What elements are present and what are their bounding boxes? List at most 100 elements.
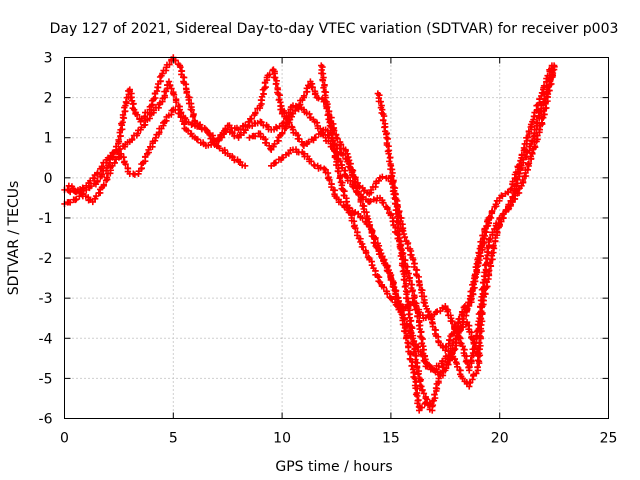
data-point-interp xyxy=(393,196,400,203)
data-point-interp xyxy=(445,361,452,368)
data-point-interp xyxy=(375,177,383,185)
data-point-interp xyxy=(339,151,347,159)
data-point-interp xyxy=(183,89,190,97)
data-point-interp xyxy=(470,340,478,348)
data-point-interp xyxy=(401,283,409,291)
data-point-interp xyxy=(317,125,324,132)
data-point-interp xyxy=(337,141,345,148)
data-point-interp xyxy=(479,297,487,304)
data-point-interp xyxy=(122,107,129,115)
data-point-interp xyxy=(429,323,437,330)
data-point-interp xyxy=(410,256,417,263)
y-tick-label: -3 xyxy=(39,291,53,307)
data-point-interp xyxy=(257,96,265,104)
data-point-interp xyxy=(131,171,139,178)
data-point-interp xyxy=(324,112,331,119)
data-point-interp xyxy=(120,153,127,161)
data-point xyxy=(463,319,471,326)
data-point-interp xyxy=(348,169,356,177)
data-point-interp xyxy=(272,159,280,166)
data-point-interp xyxy=(282,123,289,130)
data-point-interp xyxy=(195,123,202,130)
data-point-interp xyxy=(359,214,366,222)
data-point-interp xyxy=(505,201,512,208)
data-point-interp xyxy=(272,80,280,88)
data-point-interp xyxy=(115,136,122,144)
y-tick-label: 1 xyxy=(44,131,53,147)
data-point-interp xyxy=(422,356,429,363)
data-point-interp xyxy=(133,111,141,118)
data-point-interp xyxy=(392,207,400,214)
data-point-interp xyxy=(109,149,117,157)
data-point-interp xyxy=(168,85,175,92)
data-point-interp xyxy=(474,357,482,364)
data-point-interp xyxy=(411,294,418,301)
data-point-interp xyxy=(194,136,202,143)
x-tick-label: 20 xyxy=(491,431,509,447)
data-point-interp xyxy=(509,178,516,185)
data-point-interp xyxy=(258,118,265,126)
data-point-interp xyxy=(172,98,180,106)
data-point-interp xyxy=(410,295,417,302)
data-point-interp xyxy=(515,170,523,177)
data-point-interp xyxy=(279,129,286,136)
data-point-interp xyxy=(456,328,463,335)
data-point-interp xyxy=(475,249,482,256)
data-point-interp xyxy=(397,252,405,260)
data-point xyxy=(550,66,558,73)
data-point-interp xyxy=(384,290,391,297)
data-point-interp xyxy=(489,207,496,215)
data-point-interp xyxy=(151,137,159,144)
series-track-1 xyxy=(61,54,286,208)
data-point-interp xyxy=(355,191,363,199)
data-point-interp xyxy=(336,175,343,182)
data-point-interp xyxy=(415,308,423,316)
data-point-interp xyxy=(452,323,459,331)
data-point-interp xyxy=(311,91,319,98)
data-point-interp xyxy=(285,150,293,157)
data-point-interp xyxy=(395,297,402,305)
data-point-interp xyxy=(412,378,420,386)
y-tick-label: 3 xyxy=(44,51,53,67)
data-point-interp xyxy=(514,176,521,183)
data-point-interp xyxy=(291,107,299,114)
data-point-interp xyxy=(419,352,426,360)
data-point-interp xyxy=(453,339,460,346)
data-point-interp xyxy=(397,245,404,252)
data-point-interp xyxy=(347,177,354,184)
data-point-interp xyxy=(315,95,322,102)
data-point xyxy=(457,327,464,334)
data-point-interp xyxy=(328,123,335,131)
data-point-interp xyxy=(122,98,130,106)
data-point-interp xyxy=(172,106,179,114)
data-point-interp xyxy=(414,400,421,407)
data-point-interp xyxy=(413,352,420,360)
data-point-interp xyxy=(356,183,363,191)
data-point-interp xyxy=(309,84,316,91)
data-point-interp xyxy=(94,169,101,177)
data-point-interp xyxy=(307,158,315,165)
data-point-interp xyxy=(474,363,481,371)
data-point-interp xyxy=(490,242,497,249)
data-point-interp xyxy=(248,115,255,122)
data-point-interp xyxy=(451,345,459,353)
series-track-7 xyxy=(318,62,482,378)
data-point-interp xyxy=(389,283,397,290)
data-point-interp xyxy=(472,263,479,271)
data-point-interp xyxy=(312,134,319,141)
data-point xyxy=(241,162,249,169)
data-point-interp xyxy=(326,176,333,184)
data-point-interp xyxy=(456,315,463,322)
data-point-interp xyxy=(535,112,542,119)
x-tick-label: 15 xyxy=(382,431,400,447)
data-point-interp xyxy=(460,304,467,311)
data-point-interp xyxy=(401,316,408,323)
data-point-interp xyxy=(388,276,395,283)
y-tick-label: -1 xyxy=(39,211,53,227)
data-point-interp xyxy=(283,113,291,120)
data-point-interp xyxy=(429,365,436,372)
data-point-interp xyxy=(388,172,396,180)
data-point-interp xyxy=(409,325,416,332)
x-tick-label: 10 xyxy=(273,431,291,447)
